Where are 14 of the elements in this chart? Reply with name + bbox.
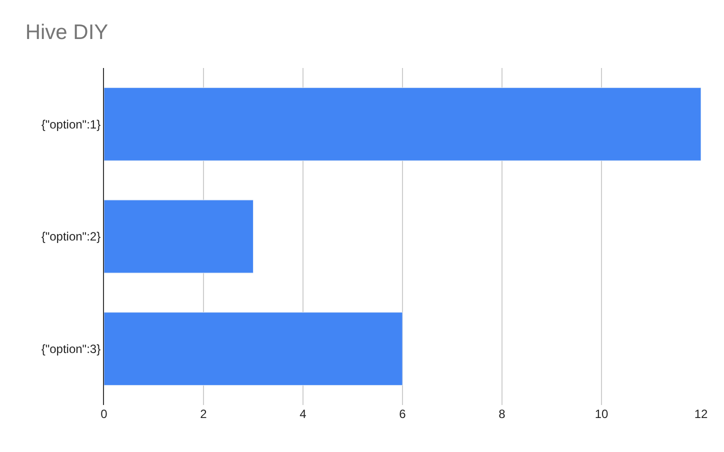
y-tick-label: {"option":1} [41,117,101,132]
x-tick-label: 10 [594,407,608,421]
x-tick-label: 0 [100,407,108,421]
x-tick-label: 4 [300,407,307,421]
bar [104,87,701,161]
x-tick-label: 8 [498,407,506,421]
y-tick-label: {"option":3} [41,342,101,356]
x-tick-label: 6 [399,407,406,421]
x-tick-label: 12 [694,407,708,421]
bar [104,200,254,274]
x-tick-label: 2 [200,407,208,421]
bar [104,312,403,386]
chart-title: Hive DIY [25,20,108,44]
y-tick-label: {"option":2} [41,230,101,244]
